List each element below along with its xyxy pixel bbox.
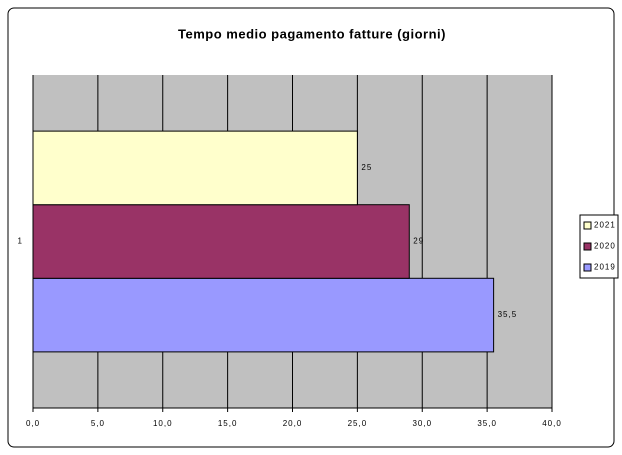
data-label: 25 xyxy=(361,163,372,172)
x-tick-label: 30,0 xyxy=(412,419,432,428)
x-tick-label: 0,0 xyxy=(26,419,40,428)
chart-title: Tempo medio pagamento fatture (giorni) xyxy=(178,26,446,41)
x-tick-label: 35,0 xyxy=(477,419,497,428)
legend-label: 2021 xyxy=(594,221,616,230)
x-tick-label: 5,0 xyxy=(91,419,105,428)
legend-swatch xyxy=(583,221,592,230)
y-tick-label: 1 xyxy=(18,237,23,246)
x-tick-label: 25,0 xyxy=(348,419,368,428)
bar xyxy=(32,277,495,353)
x-tick-label: 20,0 xyxy=(283,419,303,428)
legend-swatch xyxy=(583,242,592,251)
legend-swatch xyxy=(583,263,592,272)
legend-label: 2019 xyxy=(594,263,616,272)
bar xyxy=(32,130,358,206)
x-tick-label: 15,0 xyxy=(218,419,238,428)
bar xyxy=(32,204,410,279)
x-tick-label: 10,0 xyxy=(153,419,173,428)
data-label: 29 xyxy=(413,237,424,246)
legend-label: 2020 xyxy=(594,242,616,251)
data-label: 35,5 xyxy=(498,310,518,319)
x-tick-label: 40,0 xyxy=(542,419,562,428)
